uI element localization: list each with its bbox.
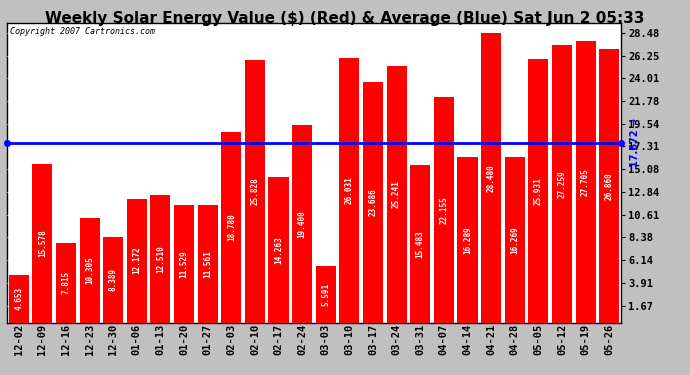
Text: 25.828: 25.828 [250, 177, 259, 205]
Text: 8.389: 8.389 [109, 268, 118, 291]
Text: 27.705: 27.705 [581, 168, 590, 195]
Text: 23.686: 23.686 [368, 188, 377, 216]
Bar [292, 125, 312, 322]
Text: 26.031: 26.031 [345, 176, 354, 204]
Bar [386, 66, 406, 322]
Bar [103, 237, 124, 322]
Bar [127, 199, 147, 322]
Bar [316, 266, 336, 322]
Bar [174, 205, 194, 322]
Text: 17.672 →: 17.672 → [631, 118, 640, 167]
Bar [363, 82, 383, 322]
Text: 10.305: 10.305 [85, 256, 94, 284]
Text: 16.269: 16.269 [510, 226, 519, 254]
Bar [32, 164, 52, 322]
Text: 22.155: 22.155 [440, 196, 449, 224]
Bar [410, 165, 431, 322]
Bar [79, 218, 99, 322]
Bar [575, 41, 595, 322]
Text: 4.653: 4.653 [14, 287, 23, 310]
Bar [434, 97, 454, 322]
Text: 15.578: 15.578 [38, 230, 47, 257]
Text: 25.241: 25.241 [392, 180, 401, 208]
Bar [481, 33, 501, 322]
Text: 28.480: 28.480 [486, 164, 495, 192]
Bar [552, 45, 572, 322]
Bar [150, 195, 170, 322]
Bar [197, 205, 218, 322]
Text: 12.172: 12.172 [132, 247, 141, 274]
Text: 7.815: 7.815 [61, 271, 70, 294]
Text: 15.483: 15.483 [416, 230, 425, 258]
Bar [56, 243, 76, 322]
Text: 19.400: 19.400 [297, 210, 306, 238]
Bar [9, 275, 29, 322]
Bar [457, 157, 477, 322]
Text: 25.931: 25.931 [534, 177, 543, 204]
Text: 5.591: 5.591 [322, 282, 331, 306]
Text: 18.780: 18.780 [227, 213, 236, 241]
Text: 12.510: 12.510 [156, 245, 165, 273]
Text: 14.263: 14.263 [274, 236, 283, 264]
Text: Copyright 2007 Cartronics.com: Copyright 2007 Cartronics.com [10, 27, 155, 36]
Bar [529, 59, 549, 322]
Text: 27.259: 27.259 [558, 170, 566, 198]
Text: 16.289: 16.289 [463, 226, 472, 254]
Bar [339, 58, 359, 322]
Bar [221, 132, 242, 322]
Text: 11.561: 11.561 [203, 250, 212, 278]
Text: 26.860: 26.860 [604, 172, 613, 200]
Text: Weekly Solar Energy Value ($) (Red) & Average (Blue) Sat Jun 2 05:33: Weekly Solar Energy Value ($) (Red) & Av… [46, 11, 644, 26]
Bar [504, 157, 525, 322]
Bar [245, 60, 265, 322]
Bar [599, 50, 619, 322]
Text: 11.529: 11.529 [179, 250, 188, 278]
Bar [268, 177, 288, 322]
